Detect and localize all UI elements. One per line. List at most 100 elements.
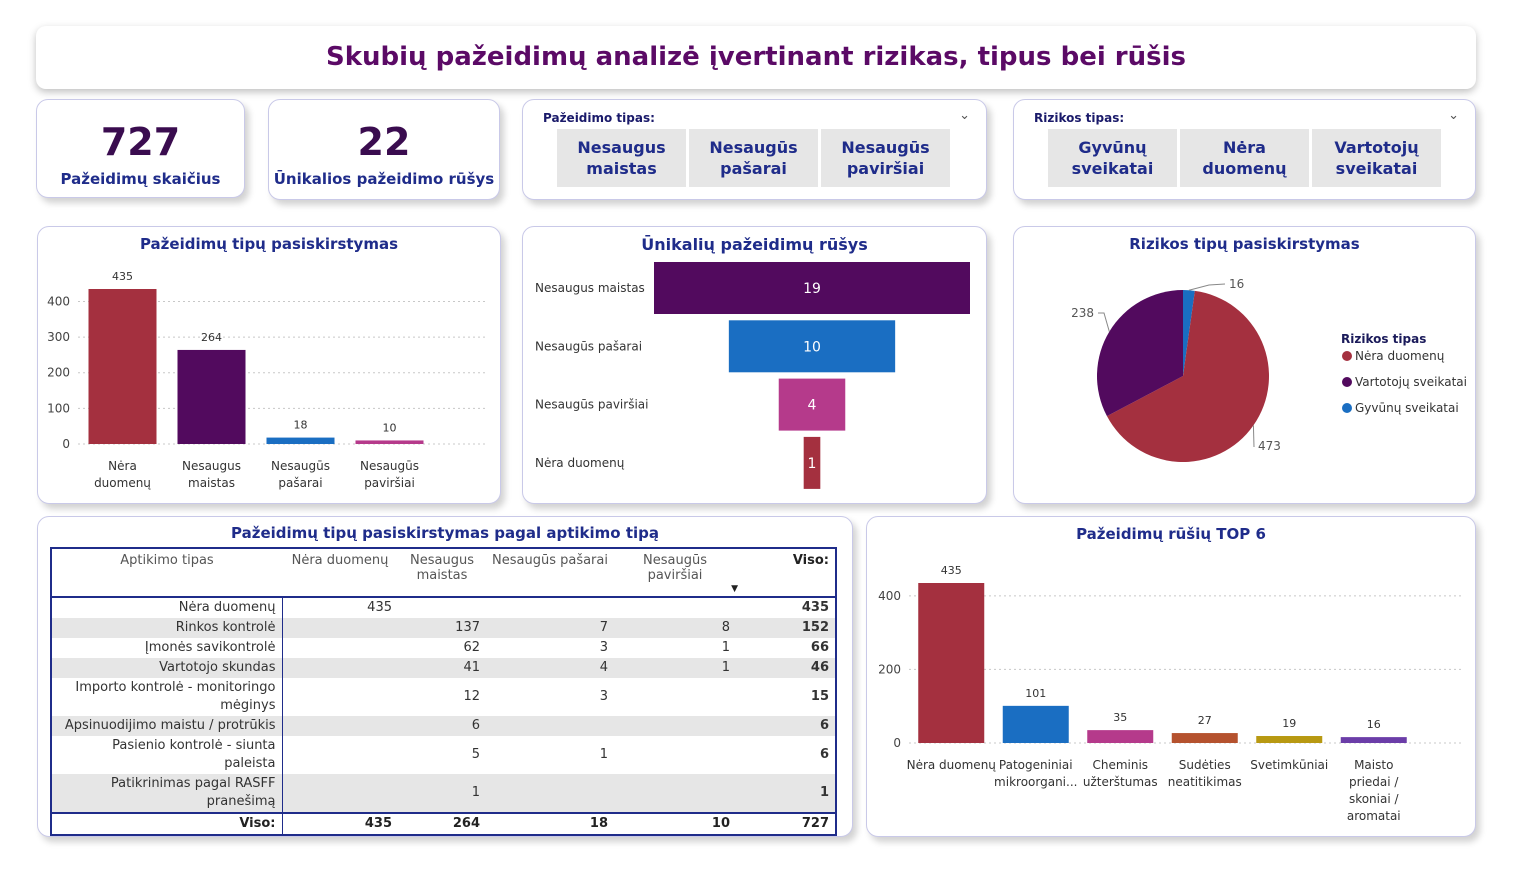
- table-row[interactable]: Apsinuodijimo maistu / protrūkis 6 6: [52, 716, 835, 736]
- bar: [1087, 730, 1154, 743]
- kpi-value: 22: [357, 120, 411, 164]
- total-cell: 264: [398, 812, 486, 834]
- table-cell: [282, 658, 398, 678]
- totals-row: Viso: 435 264 18 10 727: [52, 812, 835, 834]
- column-header-label: Nesaugūs paviršiai: [643, 553, 707, 583]
- data-label: 10: [803, 339, 821, 355]
- table-cell: 5: [471, 747, 480, 762]
- column-header[interactable]: Aptikimo tipas: [120, 553, 214, 568]
- chevron-down-icon[interactable]: ⌄: [1448, 108, 1459, 123]
- bar-chart-top6: 0 200 400 435 Nėra duomenų 101 Patogeniniai mik…: [878, 564, 1461, 823]
- funnel-bar: [803, 436, 821, 489]
- column-header[interactable]: Nėra duomenų: [291, 553, 389, 568]
- category-label: Nesaugūs pašarai: [535, 339, 642, 353]
- slicer-option-unsafe-surfaces[interactable]: Nesaugūs paviršiai: [821, 129, 950, 187]
- bar: [355, 440, 424, 444]
- legend-marker: [1342, 351, 1352, 361]
- leader-line: [1252, 425, 1255, 448]
- table-cell: [282, 678, 398, 716]
- x-tick-label: Nėra duomenų: [907, 758, 997, 772]
- x-tick-label: Nesaugus maistas: [182, 459, 241, 490]
- chart-title: Ūnikalių pažeidimų rūšys: [641, 235, 868, 254]
- slicer-option-unsafe-feed[interactable]: Nesaugūs pašarai: [689, 129, 818, 187]
- page-title: Skubių pažeidimų analizė įvertinant rizi…: [326, 42, 1186, 72]
- table-cell: [614, 716, 736, 736]
- title-card: Skubių pažeidimų analizė įvertinant rizi…: [36, 26, 1476, 89]
- chart-card-risk-distribution: Rizikos tipų pasiskirstymas 16 473 238 Rizi…: [1013, 226, 1476, 504]
- category-label: Nesaugūs paviršiai: [535, 398, 648, 412]
- x-tick-label: Maisto priedai / skoniai / aromatai: [1347, 758, 1401, 823]
- table-cell: [282, 774, 398, 813]
- slicer-header: Pažeidimo tipas:: [543, 111, 655, 125]
- kpi-card-unique-types: 22 Ūnikalios pažeidimo rūšys: [268, 99, 500, 200]
- column-header[interactable]: Nesaugūs pašarai: [492, 553, 608, 568]
- table-cell: 41: [398, 658, 486, 678]
- slicer-option-unsafe-food[interactable]: Nesaugus maistas: [557, 129, 686, 187]
- chart-title: Rizikos tipų pasiskirstymas: [1129, 235, 1360, 253]
- data-label: 4: [808, 398, 817, 414]
- table-cell: [614, 736, 736, 774]
- table-cell: [614, 678, 736, 716]
- bar: [1002, 705, 1069, 743]
- table-cell: 1: [614, 658, 736, 678]
- row-label: Rinkos kontrolė: [52, 618, 283, 638]
- chevron-down-icon[interactable]: ⌄: [959, 108, 970, 123]
- table-row[interactable]: Importo kontrolė - monitoringo mėginys 12…: [52, 678, 835, 716]
- y-tick-label: 200: [878, 662, 901, 676]
- column-header[interactable]: Nesaugūs paviršiai ▼: [614, 549, 738, 597]
- data-label: 35: [1113, 711, 1127, 724]
- legend-title: Rizikos tipas: [1341, 332, 1426, 346]
- matrix-table: Aptikimo tipas Nėra duomenų Nesaugus mai…: [50, 547, 837, 836]
- table-cell: 6: [736, 716, 835, 736]
- data-label: 435: [941, 564, 962, 577]
- slicer-option-no-data[interactable]: Nėra duomenų: [1180, 129, 1309, 187]
- table-cell: [282, 736, 398, 774]
- x-tick-label: Sudėties neatitikimas: [1168, 758, 1242, 789]
- y-tick-label: 400: [878, 589, 901, 603]
- table-cell: 62: [463, 640, 480, 655]
- table-row[interactable]: Patikrinimas pagal RASFF pranešimą 1 1: [52, 774, 835, 813]
- table-cell: 1: [721, 640, 730, 655]
- data-label: 16: [1229, 277, 1244, 291]
- data-label: 27: [1198, 714, 1212, 727]
- row-label: Vartotojo skundas: [52, 658, 283, 678]
- bar: [88, 289, 157, 444]
- funnel-bar: [728, 320, 896, 373]
- data-label: 10: [383, 421, 397, 434]
- bar: [266, 437, 335, 444]
- table-row[interactable]: Pasienio kontrolė - siunta paleista 5 1 6: [52, 736, 835, 774]
- data-label: 19: [1282, 717, 1296, 730]
- slicer-option-consumer-health[interactable]: Vartotojų sveikatai: [1312, 129, 1441, 187]
- funnel-chart-kinds: 19 Nesaugus maistas 10 Nesaugūs pašarai 4 Nes…: [535, 262, 970, 489]
- data-label: 16: [1367, 718, 1381, 731]
- data-label: 18: [294, 419, 308, 432]
- column-header[interactable]: Viso:: [792, 553, 829, 568]
- table-cell: 152: [736, 618, 835, 638]
- column-header[interactable]: Nesaugus maistas: [410, 553, 474, 583]
- chart-title: Pažeidimų rūšių TOP 6: [1076, 525, 1266, 543]
- row-label: Pasienio kontrolė - siunta paleista: [52, 736, 283, 774]
- total-cell: 18: [486, 812, 614, 834]
- table-row[interactable]: Nėra duomenų 435 435: [52, 597, 835, 618]
- table-card-detection-type: Pažeidimų tipų pasiskirstymas pagal apti…: [37, 516, 853, 837]
- chart-card-type-distribution: Pažeidimų tipų pasiskirstymas 0 100 200 300…: [37, 226, 501, 504]
- table-cell: 66: [810, 640, 829, 655]
- data-label: 238: [1071, 306, 1094, 320]
- table-cell: 3: [599, 689, 608, 704]
- table-row[interactable]: Vartotojo skundas 41 4 1 46: [52, 658, 835, 678]
- slicer-header: Rizikos tipas:: [1034, 111, 1125, 125]
- table-cell: 435: [367, 600, 392, 615]
- category-label: Nesaugus maistas: [535, 281, 645, 295]
- slicer-option-animal-health[interactable]: Gyvūnų sveikatai: [1048, 129, 1177, 187]
- funnel-bar: [778, 378, 846, 431]
- table-row[interactable]: Rinkos kontrolė 137 7 8 152: [52, 618, 835, 638]
- pie-slice: [1097, 290, 1183, 417]
- table-cell: [282, 618, 398, 638]
- pie-slice: [1183, 290, 1195, 376]
- table-cell: 4: [486, 658, 614, 678]
- kpi-card-violations: 727 Pažeidimų skaičius: [36, 99, 245, 198]
- kpi-value: 727: [100, 120, 181, 164]
- data-label: 101: [1025, 687, 1046, 700]
- sort-down-icon[interactable]: ▼: [731, 584, 738, 594]
- table-row[interactable]: Įmonės savikontrolė 62 3 1 66: [52, 638, 835, 658]
